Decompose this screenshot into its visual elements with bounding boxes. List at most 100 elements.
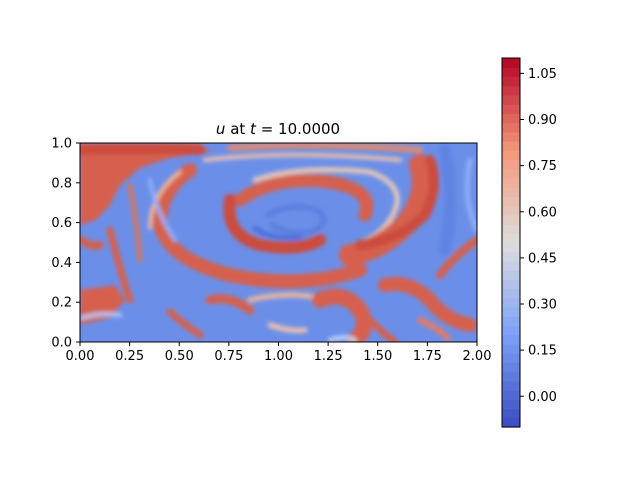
blue-band: [265, 203, 327, 236]
colorbar-band: [502, 67, 520, 78]
red-band: [166, 308, 204, 339]
y-tick-label: 0.6: [51, 216, 72, 231]
colorbar-band: [502, 371, 520, 382]
colorbar-band: [502, 288, 520, 299]
light-band: [148, 178, 177, 242]
blue-band: [252, 225, 303, 241]
red-band: [355, 155, 439, 250]
light-band: [148, 170, 182, 230]
colorbar-band: [502, 297, 520, 308]
colorbar-band: [502, 408, 520, 419]
y-tick-label: 1.0: [51, 137, 72, 152]
red-band: [227, 143, 423, 153]
colorbar-tick-label: 0.30: [528, 298, 557, 313]
colorbar-frame: [501, 57, 521, 428]
colorbar-band: [502, 141, 520, 151]
colorbar-band: [502, 270, 520, 280]
chart-title: u at t = 10.0000: [216, 120, 340, 138]
x-tick-label: 1.50: [363, 349, 392, 364]
red-band: [106, 226, 134, 304]
colorbar-band: [502, 58, 520, 68]
colorbar-tick-label: 0.60: [528, 205, 557, 220]
x-tick-label: 0.75: [214, 349, 243, 364]
y-tick-label: 0.0: [51, 336, 72, 351]
red-band: [233, 173, 374, 222]
colorbar-band: [502, 307, 520, 317]
light-band: [80, 312, 122, 320]
red-band: [153, 163, 367, 289]
red-band: [80, 144, 205, 155]
red-region: [312, 288, 372, 342]
red-band: [80, 236, 104, 250]
colorbar-band: [502, 224, 520, 234]
colorbar-bands: [502, 58, 520, 428]
colorbar-tick-label: 0.90: [528, 113, 557, 128]
red-band: [366, 316, 399, 342]
colorbar-ticks: 0.00 0.15 0.30 0.45 0.60 0.75 0.90 1.05: [520, 67, 557, 405]
colorbar-band: [502, 214, 520, 225]
colorbar-band: [502, 251, 520, 262]
colorbar-band: [502, 187, 520, 197]
red-band: [205, 294, 255, 315]
light-band: [203, 153, 402, 162]
light-band: [464, 157, 477, 233]
light-band: [328, 335, 357, 342]
colorbar-band: [502, 390, 520, 400]
colorbar-band: [502, 113, 520, 124]
red-band: [417, 317, 451, 341]
colorbar-band: [502, 196, 520, 207]
colorbar: 0.00 0.15 0.30 0.45 0.60 0.75 0.90 1.05: [501, 57, 557, 428]
colorbar-band: [502, 233, 520, 244]
colorbar-band: [502, 242, 520, 253]
x-axis-ticks: 0.00 0.25 0.50 0.75 1.00 1.25 1.50 1.75 2.00: [66, 342, 492, 364]
light-band: [252, 167, 400, 248]
colorbar-band: [502, 316, 520, 327]
colorbar-band: [502, 343, 520, 354]
red-region: [378, 277, 477, 332]
colorbar-band: [502, 334, 520, 345]
y-tick-label: 0.4: [51, 256, 72, 271]
colorbar-band: [502, 260, 520, 271]
x-tick-label: 0.50: [165, 349, 194, 364]
colorbar-tick-label: 0.45: [528, 251, 557, 266]
colorbar-band: [502, 131, 520, 142]
colorbar-band: [502, 380, 520, 391]
red-region: [80, 143, 210, 225]
colorbar-band: [502, 94, 520, 105]
colorbar-band: [502, 325, 520, 336]
x-tick-label: 2.00: [463, 349, 492, 364]
y-tick-label: 0.8: [51, 176, 72, 191]
colorbar-band: [502, 159, 520, 170]
y-tick-label: 0.2: [51, 296, 72, 311]
colorbar-band: [502, 76, 520, 87]
colorbar-tick-label: 0.15: [528, 344, 557, 359]
x-tick-label: 1.00: [264, 349, 293, 364]
x-tick-label: 1.75: [413, 349, 442, 364]
colorbar-band: [502, 168, 520, 179]
heatmap-field: [80, 143, 477, 342]
colorbar-band: [502, 362, 520, 373]
colorbar-band: [502, 417, 520, 428]
colorbar-band: [502, 104, 520, 114]
colorbar-tick-label: 1.05: [528, 67, 557, 82]
colorbar-band: [502, 353, 520, 364]
colorbar-band: [502, 279, 520, 290]
red-band: [223, 194, 326, 254]
colorbar-band: [502, 177, 520, 188]
colorbar-band: [502, 122, 520, 133]
colorbar-tick-label: 0.00: [528, 390, 557, 405]
light-band: [267, 322, 308, 333]
blue-band: [439, 144, 456, 256]
colorbar-tick-label: 0.75: [528, 159, 557, 174]
x-tick-label: 1.25: [314, 349, 343, 364]
colorbar-band: [502, 150, 520, 161]
y-axis-ticks: 0.0 0.2 0.4 0.6 0.8 1.0: [51, 137, 80, 351]
x-tick-label: 0.00: [66, 349, 95, 364]
x-tick-label: 0.25: [115, 349, 144, 364]
colorbar-band: [502, 85, 520, 96]
colorbar-band: [502, 205, 520, 216]
red-band: [436, 236, 477, 279]
colorbar-band: [502, 399, 520, 410]
red-band: [127, 182, 143, 263]
